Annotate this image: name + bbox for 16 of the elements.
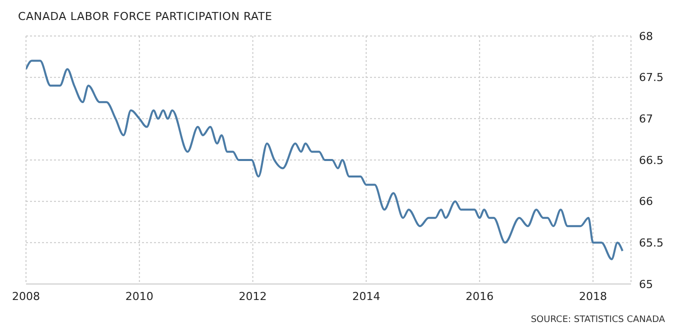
x-tick-label: 2014 [352,290,380,303]
y-tick-label: 65 [639,278,653,291]
line-series [26,60,624,260]
y-tick-label: 68 [639,30,653,43]
x-tick-label: 2018 [579,290,608,303]
x-tick-label: 2010 [125,290,154,303]
chart-title: CANADA LABOR FORCE PARTICIPATION RATE [18,10,272,23]
x-tick-label: 2016 [466,290,494,303]
x-tick-label: 2012 [238,290,267,303]
y-tick-label: 67 [639,112,653,126]
y-tick-label: 66.5 [639,154,664,167]
y-tick-label: 65.5 [639,236,664,250]
source-note: SOURCE: STATISTICS CANADA [530,315,665,325]
y-tick-label: 66 [639,195,653,208]
x-tick-label: 2008 [12,290,40,303]
y-tick-label: 67.5 [639,71,664,84]
